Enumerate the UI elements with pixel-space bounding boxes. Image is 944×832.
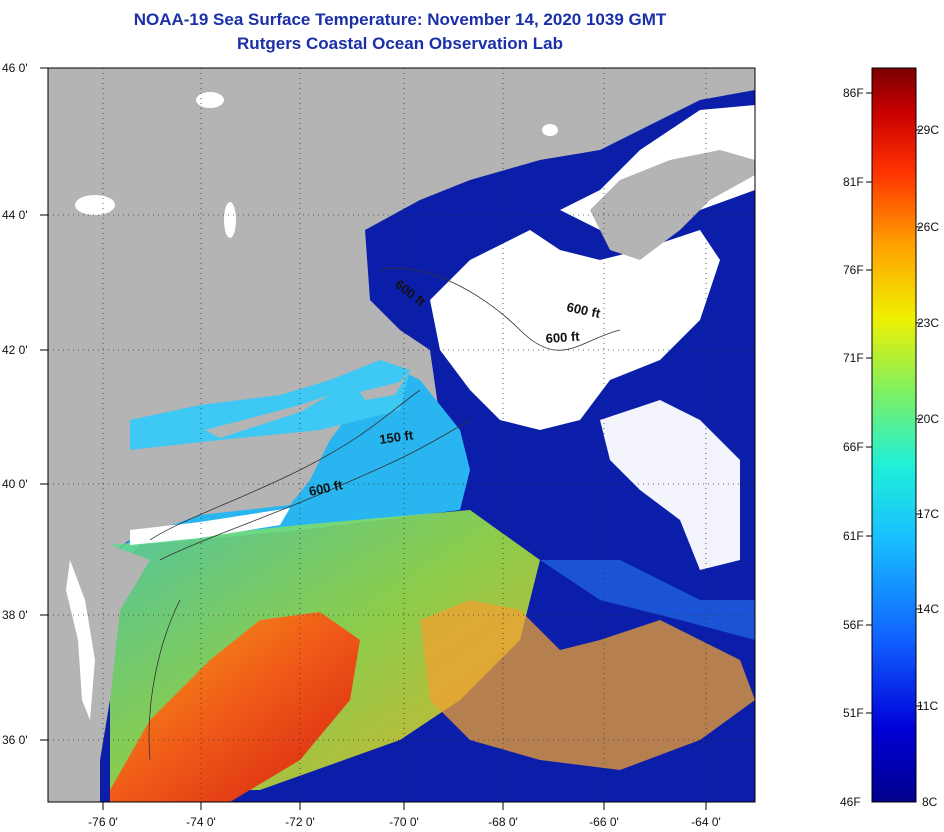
isobath-label: 600 ft — [565, 299, 602, 321]
colorbar-c-label: 8C — [922, 795, 938, 809]
lon-label: -72 0' — [285, 815, 315, 829]
lake — [542, 124, 558, 136]
isobath-line — [379, 267, 621, 351]
colorbar-f-label: 86F — [843, 86, 864, 100]
cloud-band — [130, 508, 290, 545]
chesapeake-bay — [66, 560, 95, 720]
lat-label: 36 0' — [2, 733, 28, 747]
colorbar-c-label: 29C — [917, 123, 939, 137]
land-nova-scotia — [590, 150, 755, 260]
isobath-label: 150 ft — [378, 427, 414, 447]
isobath-line — [159, 419, 471, 561]
colorbar-f-label: 56F — [843, 618, 864, 632]
cloud-georges — [430, 230, 720, 430]
map-frame — [47, 67, 756, 803]
colorbar-f-label: 76F — [843, 263, 864, 277]
colorbar-f-label: 71F — [843, 351, 864, 365]
chart-subtitle: Rutgers Coastal Ocean Observation Lab — [237, 34, 563, 53]
lake — [196, 92, 224, 108]
colorbar-f-label: 51F — [843, 706, 864, 720]
isobath-line — [149, 389, 421, 541]
lat-label: 42 0' — [2, 343, 28, 357]
lon-label: -68 0' — [488, 815, 518, 829]
colorbar-ticks — [866, 92, 922, 714]
lon-label: -74 0' — [186, 815, 216, 829]
lat-label: 40 0' — [2, 477, 28, 491]
axis-ticks — [40, 67, 707, 810]
lat-label: 44 0' — [2, 208, 28, 222]
colorbar-c-label: 20C — [917, 412, 939, 426]
warm-eddies — [420, 600, 755, 770]
colorbar — [871, 67, 917, 803]
lat-label: 46 0' — [2, 61, 28, 75]
gulf-stream — [110, 612, 360, 802]
colorbar-f-label: 81F — [843, 175, 864, 189]
cold-filament — [540, 560, 755, 640]
lon-label: -66 0' — [589, 815, 619, 829]
lon-label: -70 0' — [389, 815, 419, 829]
lake — [224, 202, 236, 238]
land-cape-cod — [360, 370, 410, 400]
shelf-north — [130, 360, 410, 450]
colorbar-c-label: 23C — [917, 316, 939, 330]
isobath-label: 600 ft — [308, 477, 345, 499]
colorbar-f-label: 66F — [843, 440, 864, 454]
colorbar-c-label: 17C — [917, 507, 939, 521]
colorbar-c-label: 14C — [917, 602, 939, 616]
colorbar-f-label: 46F — [840, 795, 861, 809]
lon-label: -76 0' — [88, 815, 118, 829]
lat-label: 38 0' — [2, 608, 28, 622]
lon-label: -64 0' — [691, 815, 721, 829]
lake — [75, 195, 115, 215]
colorbar-f-label: 61F — [843, 529, 864, 543]
chart-title: NOAA-19 Sea Surface Temperature: Novembe… — [133, 10, 667, 29]
colorbar-c-label: 26C — [917, 220, 939, 234]
colorbar-c-label: 11C — [917, 699, 938, 713]
land-long-island — [205, 395, 330, 438]
map-area — [48, 68, 755, 802]
cloud-offshore — [600, 400, 740, 570]
isobath-label: 600 ft — [545, 329, 581, 346]
